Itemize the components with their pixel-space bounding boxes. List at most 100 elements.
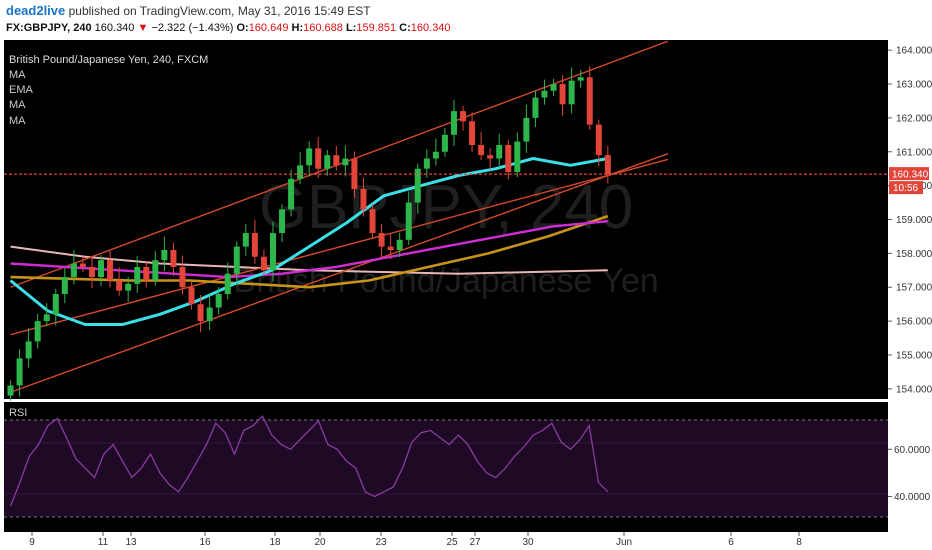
rsi-path: [9, 415, 609, 507]
legend-ma-1[interactable]: MA: [9, 69, 26, 81]
candle: [550, 84, 557, 91]
publish-line: dead2live published on TradingView.com, …: [6, 3, 371, 18]
candle: [577, 77, 584, 81]
candle: [604, 155, 611, 175]
candle: [460, 111, 467, 122]
candle: [478, 144, 485, 156]
candle: [242, 233, 249, 247]
candle: [279, 209, 286, 234]
candle: [297, 165, 304, 179]
candle: [206, 307, 213, 322]
y-tick-label: 154.000: [896, 384, 932, 395]
candle: [514, 141, 521, 173]
author-link[interactable]: dead2live: [6, 3, 66, 18]
price-tag-value: 160.340: [892, 170, 929, 181]
rsi-line: [9, 415, 609, 507]
close-value: 160.340: [410, 22, 451, 34]
last-price: 160.340: [94, 22, 135, 34]
candle: [487, 155, 494, 159]
candle: [333, 155, 340, 166]
candle: [7, 385, 14, 396]
rsi-label[interactable]: RSI: [9, 407, 27, 419]
candle: [143, 266, 150, 281]
close-label: C:: [399, 22, 411, 34]
candle: [251, 233, 258, 257]
x-tick-label: 27: [469, 537, 481, 548]
candle: [405, 202, 412, 240]
candle: [595, 124, 602, 156]
candle: [107, 260, 114, 281]
candle: [116, 280, 123, 291]
candle: [170, 249, 177, 267]
candle: [441, 134, 448, 152]
high-value: 160.688: [303, 22, 343, 34]
candle: [505, 144, 512, 173]
candle: [378, 233, 385, 247]
time-axis[interactable]: 9 11 13 16 18 20 23 25 27 30 Jun 6 8: [29, 532, 802, 548]
legend-ema[interactable]: EMA: [9, 84, 34, 96]
price-tag-countdown: 10:56: [893, 183, 918, 194]
candle: [161, 249, 168, 261]
candle: [152, 260, 159, 281]
header: dead2live published on TradingView.com, …: [0, 0, 932, 40]
candle: [523, 117, 530, 142]
candlesticks: [7, 66, 611, 401]
x-tick-label: 16: [199, 537, 211, 548]
rsi-tick-label: 40.0000: [894, 492, 931, 503]
candle: [125, 283, 132, 291]
legend-ma-3[interactable]: MA: [9, 115, 26, 127]
open-value: 160.649: [248, 22, 289, 34]
candle: [369, 209, 376, 234]
candle: [586, 77, 593, 125]
channel-extension-line: [10, 158, 669, 336]
candle: [43, 314, 50, 322]
rsi-axis[interactable]: 40.0000 60.0000: [888, 445, 931, 503]
candle: [432, 151, 439, 159]
y-tick-label: 155.000: [896, 350, 932, 361]
candle: [450, 111, 457, 135]
candle: [532, 97, 539, 118]
down-arrow-icon: ▼: [137, 22, 149, 34]
open-label: O:: [236, 22, 249, 34]
symbol: FX:GBPJPY, 240: [6, 22, 92, 34]
candle: [269, 233, 276, 271]
low-label: L:: [345, 22, 357, 34]
legend-ma-2[interactable]: MA: [9, 99, 26, 111]
x-tick-label: 11: [98, 537, 109, 548]
high-label: H:: [291, 22, 304, 34]
y-tick-label: 158.000: [896, 249, 932, 260]
y-tick-label: 159.000: [896, 215, 932, 226]
candle: [360, 189, 367, 210]
chart-canvas[interactable]: GBPJPY, 240 British Pound/Japanese Yen B…: [0, 40, 932, 550]
y-tick-label: 162.000: [896, 113, 932, 124]
x-tick-label: 8: [796, 537, 802, 548]
y-tick-label: 156.000: [896, 317, 932, 328]
candle: [224, 273, 231, 295]
candle: [324, 155, 331, 169]
watermark-symbol: GBPJPY, 240: [259, 173, 634, 242]
y-tick-label: 163.000: [896, 80, 932, 91]
candle: [469, 121, 476, 145]
quote-line: FX:GBPJPY, 240 160.340 ▼ −2.322 (−1.43%)…: [6, 22, 451, 34]
candle: [134, 266, 141, 284]
main-pane[interactable]: [4, 40, 888, 399]
x-tick-label: 6: [728, 537, 734, 548]
x-tick-label: Jun: [616, 537, 632, 548]
candle: [179, 266, 186, 288]
x-tick-label: 20: [314, 537, 326, 548]
candle: [88, 266, 95, 278]
x-tick-label: 13: [125, 537, 137, 548]
y-tick-label: 164.000: [896, 46, 932, 57]
candle: [34, 321, 41, 342]
candle: [70, 263, 77, 278]
change: −2.322 (−1.43%): [151, 22, 234, 34]
candle: [52, 294, 59, 315]
x-tick-label: 9: [29, 537, 35, 548]
candle: [541, 90, 548, 98]
x-tick-label: 18: [269, 537, 281, 548]
x-tick-label: 25: [446, 537, 458, 548]
candle: [315, 148, 322, 169]
y-tick-label: 161.000: [896, 147, 932, 158]
candle: [414, 168, 421, 203]
